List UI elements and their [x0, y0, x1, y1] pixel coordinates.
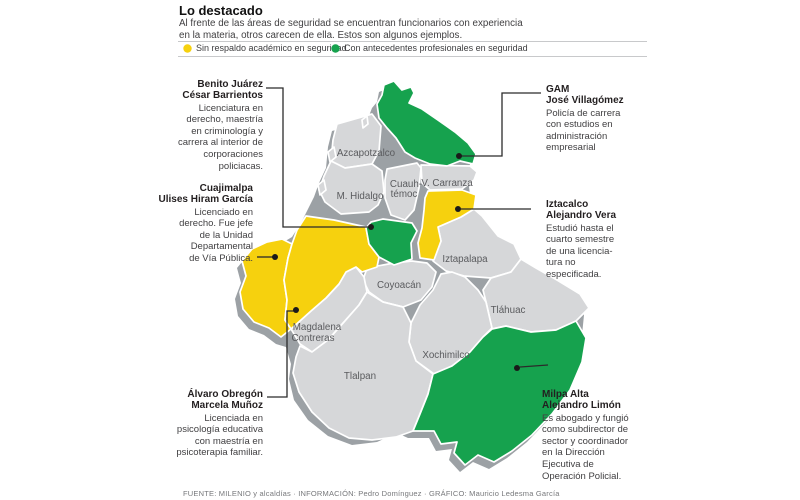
legend-label: Sin respaldo académico en seguridad	[196, 43, 347, 53]
map-label-v-carranza: V. Carranza	[421, 178, 473, 189]
callout-region-name: Álvaro Obregón	[187, 389, 263, 400]
callout-person-name: José Villagómez	[546, 94, 624, 106]
callout-region-name: GAM	[546, 84, 570, 95]
map-label-m-hidalgo: M. Hidalgo	[337, 191, 384, 202]
dot-cuajimalpa	[272, 254, 278, 260]
legend-item-professional: Con antecedentes profesionales en seguri…	[331, 43, 528, 53]
region-cuauhtemoc	[384, 162, 422, 221]
map-label-xochimilco: Xochimilco	[422, 350, 470, 361]
callout-person-name: Alejandro Vera	[546, 209, 617, 221]
map-label-coyoacan: Coyoacán	[377, 280, 421, 291]
map-label-tlahuac: Tláhuac	[491, 305, 526, 316]
map-label-cuauhtemoc-line1: Cuauh-	[390, 179, 422, 190]
region-tlalpan	[292, 291, 434, 441]
legend-item-academic: Sin respaldo académico en seguridad	[183, 43, 347, 53]
callout-description: Policía de carrera con estudios en admin…	[546, 107, 621, 154]
region-milpa-alta	[412, 320, 587, 466]
callout-cuajimalpa: Cuajimalpa Ulises Hiram García Licenciad…	[141, 183, 254, 265]
region-gam	[376, 80, 477, 167]
callout-person-name: Alejandro Limón	[542, 399, 621, 411]
region-benito-juarez	[365, 218, 418, 266]
dot-benito-juarez	[368, 224, 374, 230]
legend-rule-top	[178, 41, 647, 42]
map-label-magdalena-line1: Magdalena	[293, 322, 342, 333]
connector-benito-juarez	[266, 87, 368, 228]
page-subtitle: Al frente de las áreas de seguridad se e…	[179, 18, 523, 41]
callout-region-name: Iztacalco	[546, 199, 589, 210]
region-venustiano-carranza	[420, 164, 478, 191]
callout-benito-juarez: Benito Juárez César Barrientos Licenciat…	[151, 79, 263, 172]
callout-person-name: César Barrientos	[182, 89, 263, 101]
legend-dot-green-icon	[331, 43, 340, 53]
legend-rule-bottom	[178, 56, 647, 57]
callout-region-name: Cuajimalpa	[199, 183, 253, 194]
callout-alvaro-obregon: Álvaro Obregón Marcela Muñoz Licenciada …	[143, 389, 263, 459]
region-shard	[317, 179, 327, 196]
connector-alvaro-obregon	[267, 310, 294, 398]
callout-description: Licenciado en derecho. Fue jefe de la Un…	[179, 206, 253, 264]
callout-iztacalco: Iztacalco Alejandro Vera Estudió hasta e…	[546, 199, 664, 281]
connector-milpa-alta	[519, 364, 549, 368]
region-iztacalco	[417, 189, 477, 261]
region-shard	[361, 115, 369, 129]
map-label-cuauhtemoc-line2: témoc	[391, 189, 418, 200]
dot-gam	[456, 153, 462, 159]
connector-gam	[461, 92, 541, 157]
callout-person-name: Marcela Muñoz	[191, 399, 263, 411]
callout-description: Es abogado y fungió como subdirector de …	[542, 412, 629, 482]
dot-milpa-alta	[514, 365, 520, 371]
region-shard	[327, 146, 337, 163]
callout-person-name: Ulises Hiram García	[158, 193, 254, 205]
page-title: Lo destacado	[179, 3, 263, 18]
legend-label: Con antecedentes profesionales en seguri…	[344, 43, 528, 53]
dot-iztacalco	[455, 206, 461, 212]
source-credits: FUENTE: MILENIO y alcaldías · INFORMACIÓ…	[183, 489, 560, 498]
map-label-tlalpan: Tlalpan	[344, 371, 376, 382]
region-azcapotzalco	[330, 113, 382, 169]
callout-description: Licenciada en psicología educativa con m…	[176, 412, 263, 459]
dot-alvaro-obregon	[293, 307, 299, 313]
callout-region-name: Milpa Alta	[542, 389, 589, 400]
map-label-azcapotzalco: Azcapotzalco	[337, 148, 396, 159]
map-label-iztapalapa: Iztapalapa	[442, 254, 488, 265]
map-label-magdalena-line2: Contreras	[291, 333, 334, 344]
callout-milpa-alta: Milpa Alta Alejandro Limón Es abogado y …	[542, 389, 668, 482]
callout-region-name: Benito Juárez	[197, 79, 263, 90]
callout-description: Licenciatura en derecho, maestría en cri…	[177, 102, 263, 172]
legend-dot-yellow-icon	[183, 43, 192, 53]
callout-gam: GAM José Villagómez Policía de carrera c…	[546, 84, 664, 154]
callout-description: Estudió hasta el cuarto semestre de una …	[546, 222, 615, 280]
